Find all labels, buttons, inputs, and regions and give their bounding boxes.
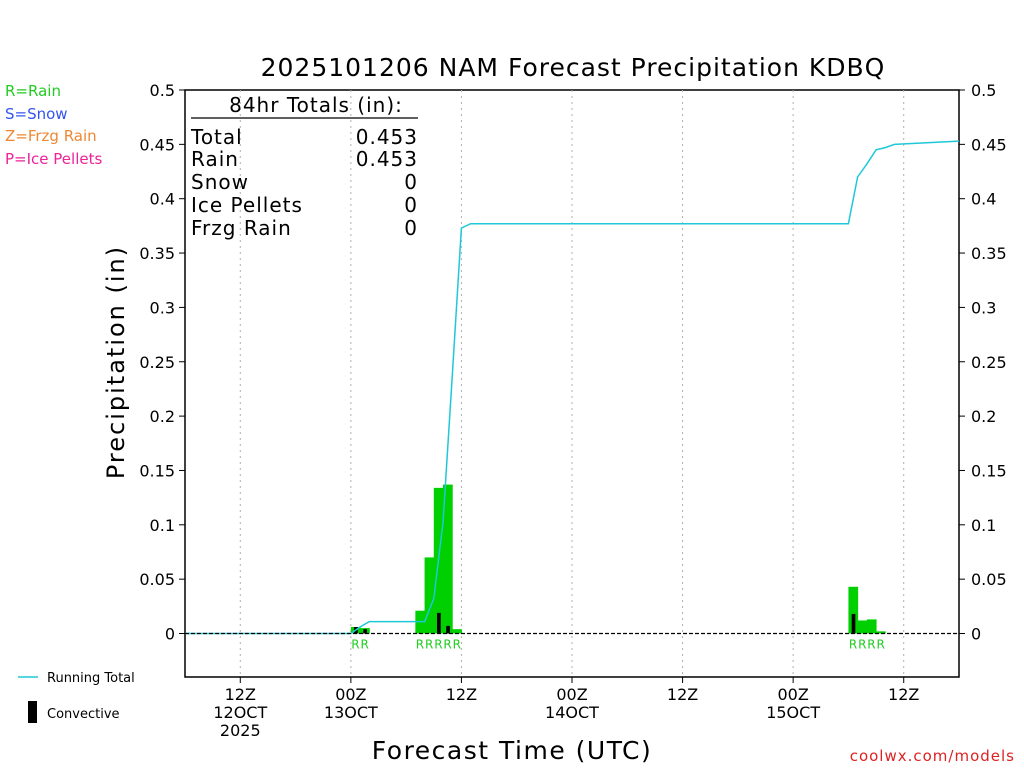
- legend-frzg-rain: Z=Frzg Rain: [5, 127, 97, 145]
- grid-lines: [239, 90, 905, 677]
- y-axis-ticks: 0 00.05 0.050.1 0.10.15 0.150.2 0.20.25 0.250.…: [139, 81, 1006, 644]
- rain-bar-6: [452, 629, 462, 634]
- ptype-legend: R=Rain S=Snow Z=Frzg Rain P=Ice Pellets: [5, 82, 102, 168]
- y-tick-label-left-8: 0.4: [150, 190, 175, 209]
- x-tick-label-5-1: 15OCT: [766, 703, 820, 722]
- y-tick-label-left-7: 0.35: [139, 244, 175, 263]
- y-tick-label-left-10: 0.5: [150, 81, 175, 100]
- x-tick-label-5-0: 00Z: [777, 685, 808, 704]
- totals-value-frzg-rain: 0: [404, 216, 418, 240]
- y-tick-label-right-1: 0.05: [971, 570, 1007, 589]
- x-tick-label-0-1: 12OCT: [213, 703, 267, 722]
- legend-running-total: Running Total: [47, 671, 135, 686]
- x-tick-label-2-0: 12Z: [446, 685, 477, 704]
- y-tick-label-left-9: 0.45: [139, 135, 175, 154]
- ptype-label-8: R: [858, 638, 866, 652]
- totals-value-rain: 0.453: [356, 147, 418, 171]
- totals-label-frzg-rain: Frzg Rain: [191, 216, 292, 240]
- ptype-label-3: R: [425, 638, 433, 652]
- x-tick-label-6-0: 12Z: [888, 685, 919, 704]
- rain-bar-10: [876, 631, 886, 634]
- y-axis-label: Precipitation (in): [102, 245, 130, 479]
- rain-bar-7: [848, 586, 859, 634]
- x-tick-label-3-1: 14OCT: [545, 703, 599, 722]
- y-tick-label-right-7: 0.35: [971, 244, 1007, 263]
- x-tick-label-1-0: 00Z: [335, 685, 366, 704]
- y-tick-label-left-0: 0: [165, 625, 175, 644]
- x-tick-label-0-0: 12Z: [225, 685, 256, 704]
- y-tick-label-left-4: 0.2: [150, 407, 175, 426]
- legend-ice-pellets: P=Ice Pellets: [5, 150, 102, 168]
- totals-heading: 84hr Totals (in):: [229, 93, 403, 117]
- ptype-label-1: R: [361, 638, 369, 652]
- rain-bar-5: [443, 484, 453, 634]
- ptype-label-7: R: [849, 638, 857, 652]
- y-tick-label-right-2: 0.1: [971, 516, 996, 535]
- rain-bar-3: [424, 557, 435, 634]
- ptype-label-5: R: [443, 638, 451, 652]
- ptype-label-9: R: [867, 638, 875, 652]
- x-tick-label-1-1: 13OCT: [324, 703, 378, 722]
- x-tick-label-4-0: 12Z: [667, 685, 698, 704]
- convective-bar-7: [851, 613, 856, 634]
- y-tick-label-left-5: 0.25: [139, 353, 175, 372]
- x-axis-label: Forecast Time (UTC): [372, 736, 652, 765]
- precip-bars: [350, 484, 886, 634]
- ptype-label-6: R: [453, 638, 461, 652]
- totals-box: 84hr Totals (in): Total 0.453 Rain 0.453…: [190, 93, 418, 240]
- totals-label-snow: Snow: [191, 170, 249, 194]
- totals-label-total: Total: [190, 125, 243, 149]
- y-tick-label-right-0: 0: [971, 625, 981, 644]
- legend-convective-swatch: [28, 701, 37, 723]
- ptype-label-10: R: [877, 638, 885, 652]
- x-tick-label-0-2: 2025: [220, 721, 261, 740]
- totals-value-total: 0.453: [356, 125, 418, 149]
- totals-value-snow: 0: [404, 170, 418, 194]
- running-total-line: [185, 140, 960, 635]
- legend-convective: Convective: [47, 707, 120, 722]
- y-tick-label-right-3: 0.15: [971, 461, 1007, 480]
- y-tick-label-right-10: 0.5: [971, 81, 996, 100]
- y-tick-label-left-1: 0.05: [139, 570, 175, 589]
- legend-rain: R=Rain: [5, 82, 61, 100]
- totals-value-ice-pellets: 0: [404, 193, 418, 217]
- legend-snow: S=Snow: [5, 105, 68, 123]
- y-tick-label-right-8: 0.4: [971, 190, 996, 209]
- rain-bar-8: [857, 620, 868, 634]
- convective-bar-4: [437, 612, 441, 634]
- y-tick-label-left-6: 0.3: [150, 298, 175, 317]
- totals-label-ice-pellets: Ice Pellets: [191, 193, 303, 217]
- y-tick-label-left-2: 0.1: [150, 516, 175, 535]
- chart-title: 2025101206 NAM Forecast Precipitation KD…: [261, 53, 886, 82]
- convective-bar-1: [363, 629, 367, 634]
- y-tick-label-right-6: 0.3: [971, 298, 996, 317]
- rain-bar-9: [866, 619, 877, 634]
- series-legend: Running Total Convective: [18, 671, 135, 723]
- ptype-label-2: R: [416, 638, 424, 652]
- ptype-label-4: R: [434, 638, 442, 652]
- y-tick-label-left-3: 0.15: [139, 461, 175, 480]
- running-total-series: [185, 140, 960, 635]
- totals-label-rain: Rain: [191, 147, 239, 171]
- convective-bar-5: [446, 625, 450, 634]
- y-tick-label-right-9: 0.45: [971, 135, 1007, 154]
- credit-text: coolwx.com/models: [850, 747, 1015, 765]
- y-tick-label-right-4: 0.2: [971, 407, 996, 426]
- x-tick-label-3-0: 00Z: [556, 685, 587, 704]
- ptype-label-0: R: [351, 638, 359, 652]
- y-tick-label-right-5: 0.25: [971, 353, 1007, 372]
